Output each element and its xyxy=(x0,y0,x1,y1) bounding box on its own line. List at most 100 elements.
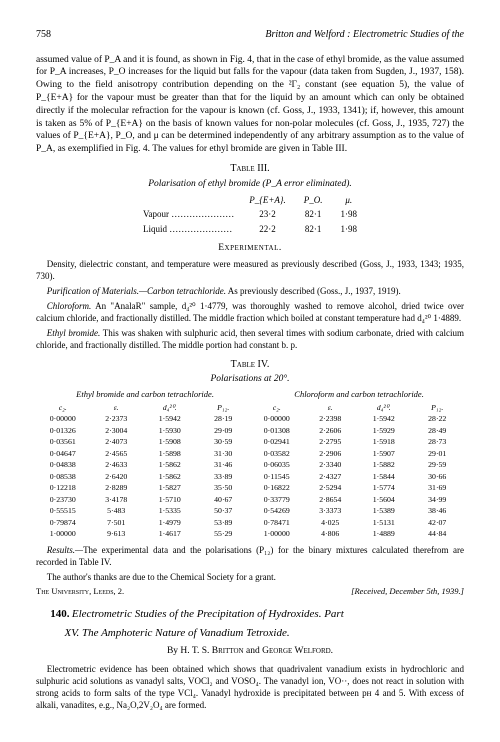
td: 29·59 xyxy=(411,460,465,472)
td: 0·04838 xyxy=(36,460,90,472)
td: 0·01326 xyxy=(36,425,90,437)
td: 2·3004 xyxy=(90,425,144,437)
td: 2·6420 xyxy=(90,471,144,483)
td: 0·11545 xyxy=(250,471,304,483)
running-title: Britton and Welford : Electrometric Stud… xyxy=(265,28,464,42)
td: 31·46 xyxy=(197,460,251,472)
td: 0·08538 xyxy=(36,471,90,483)
table3: P_{E+A}. P_O. μ. Vapour ………………… 23·2 82·… xyxy=(134,193,366,235)
article2-heading: 140. Electrometric Studies of the Precip… xyxy=(36,607,464,622)
table-row: 0·555155·4831·533550·370·542693·33731·53… xyxy=(36,506,464,518)
td: 29·09 xyxy=(197,425,251,437)
td: 1·5389 xyxy=(357,506,411,518)
table4-subtitle: Polarisations at 20°. xyxy=(36,373,464,386)
signoff: The University, Leeds, 2. [Received, Dec… xyxy=(36,586,464,597)
intro-paragraph: assumed value of P_A and it is found, as… xyxy=(36,54,464,157)
para3-text: An "AnalaR" sample, d₄²⁰ 1·4779, was tho… xyxy=(36,301,464,323)
table-row: Liquid ………………… 22·2 82·1 1·98 xyxy=(134,222,366,236)
article2-abstract: Electrometric evidence has been obtained… xyxy=(36,663,464,712)
td: 1·4617 xyxy=(143,529,197,541)
table-row: 0·000002·23731·594228·190·000002·23981·5… xyxy=(36,414,464,426)
td: 0·03561 xyxy=(36,437,90,449)
table3-header-row: P_{E+A}. P_O. μ. xyxy=(134,193,366,207)
td: 35·50 xyxy=(197,483,251,495)
page-header: 758 Britton and Welford : Electrometric … xyxy=(36,28,464,42)
td: 1·5882 xyxy=(357,460,411,472)
td: 4·025 xyxy=(304,517,358,529)
td: 23·2 xyxy=(240,207,295,221)
th: P_O. xyxy=(295,193,332,207)
table-row: 0·798747·5011·497953·890·784714·0251·513… xyxy=(36,517,464,529)
article-title-line1: Electrometric Studies of the Precipitati… xyxy=(72,608,344,620)
table-row: 0·048382·46331·586231·460·060352·33401·5… xyxy=(36,460,464,472)
td: 3·4178 xyxy=(90,494,144,506)
td: 44·84 xyxy=(411,529,465,541)
td: 50·37 xyxy=(197,506,251,518)
by-word: By xyxy=(167,646,180,656)
td: 53·89 xyxy=(197,517,251,529)
td: 1·5131 xyxy=(357,517,411,529)
experimental-heading: Experimental. xyxy=(36,242,464,255)
received-date: [Received, December 5th, 1939.] xyxy=(351,586,464,597)
td: 31·69 xyxy=(411,483,465,495)
td: 1·5774 xyxy=(357,483,411,495)
td: 1·5862 xyxy=(143,460,197,472)
article-number: 140. xyxy=(50,608,69,620)
th: c₂. xyxy=(36,402,90,414)
td: 1·00000 xyxy=(36,529,90,541)
para3-label: Chloroform. xyxy=(47,301,91,311)
table-row: Vapour ………………… 23·2 82·1 1·98 xyxy=(134,207,366,221)
table-row: 1·000009·6131·461755·291·000004·8061·488… xyxy=(36,529,464,541)
table-row: 0·122182·82891·582735·500·168222·52941·5… xyxy=(36,483,464,495)
td: 1·4889 xyxy=(357,529,411,541)
td: 29·01 xyxy=(411,448,465,460)
td: 0·78471 xyxy=(250,517,304,529)
th: P₁₂. xyxy=(197,402,251,414)
td: 2·2906 xyxy=(304,448,358,460)
table3-subtitle: Polarisation of ethyl bromide (P_A error… xyxy=(36,178,464,191)
td: 1·5604 xyxy=(357,494,411,506)
affiliation: The University, Leeds, 2. xyxy=(36,586,124,597)
td: 0·12218 xyxy=(36,483,90,495)
td: 0·23730 xyxy=(36,494,90,506)
td: 40·67 xyxy=(197,494,251,506)
article2-heading-line2: XV. The Amphoteric Nature of Vanadium Te… xyxy=(36,626,464,641)
th: ε. xyxy=(304,402,358,414)
table-row: 0·237303·41781·571040·670·337792·86541·5… xyxy=(36,494,464,506)
td: 0·06035 xyxy=(250,460,304,472)
exp-para-3: Chloroform. An "AnalaR" sample, d₄²⁰ 1·4… xyxy=(36,300,464,324)
td: 2·3340 xyxy=(304,460,358,472)
exp-para-4: Ethyl bromide. This was shaken with sulp… xyxy=(36,327,464,351)
td: 9·613 xyxy=(90,529,144,541)
td: 2·2795 xyxy=(304,437,358,449)
th: ε. xyxy=(90,402,144,414)
td: 0·01308 xyxy=(250,425,304,437)
td: 0·00000 xyxy=(36,414,90,426)
table4-right-header: Chloroform and carbon tetrachloride. xyxy=(294,389,424,400)
results-text: The experimental data and the polarisati… xyxy=(36,545,464,567)
td: 0·02941 xyxy=(250,437,304,449)
td: 2·4565 xyxy=(90,448,144,460)
table-row: 0·046472·45651·589831·300·035822·29061·5… xyxy=(36,448,464,460)
td: 28·49 xyxy=(411,425,465,437)
td: 0·55515 xyxy=(36,506,90,518)
td: 2·4633 xyxy=(90,460,144,472)
td: 1·5942 xyxy=(357,414,411,426)
td: 1·5844 xyxy=(357,471,411,483)
td: 2·2606 xyxy=(304,425,358,437)
td: 1·5918 xyxy=(357,437,411,449)
para2-text: As previously described (Goss., J., 1937… xyxy=(226,286,401,296)
page-number: 758 xyxy=(36,28,51,42)
results-label: Results.— xyxy=(47,545,83,555)
td: 33·89 xyxy=(197,471,251,483)
td: 1·5335 xyxy=(143,506,197,518)
td: 1·5827 xyxy=(143,483,197,495)
table4-caption: Table IV. xyxy=(36,358,464,372)
td: 0·54269 xyxy=(250,506,304,518)
td: 1·5862 xyxy=(143,471,197,483)
td: 2·8289 xyxy=(90,483,144,495)
td: 5·483 xyxy=(90,506,144,518)
th: d₄²⁰. xyxy=(357,402,411,414)
td: 2·2373 xyxy=(90,414,144,426)
td: 2·2398 xyxy=(304,414,358,426)
